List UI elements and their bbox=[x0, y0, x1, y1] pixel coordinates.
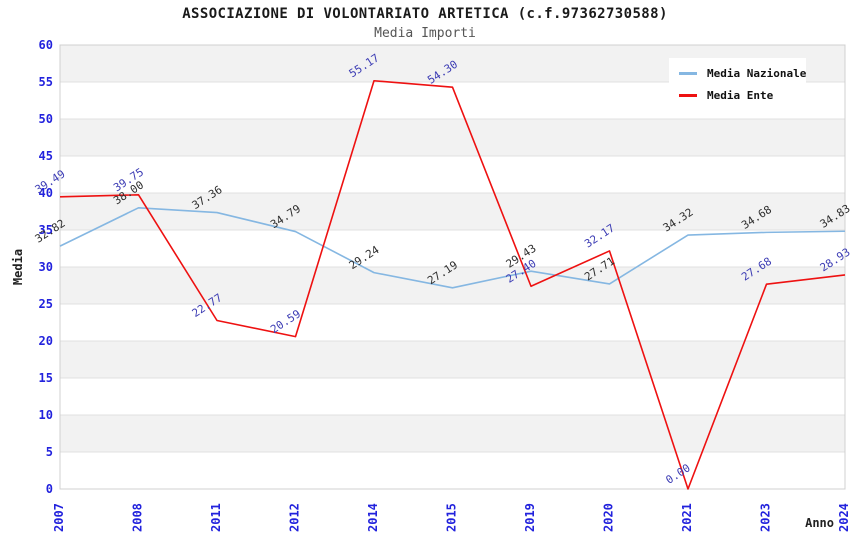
plot-border bbox=[59, 44, 846, 490]
y-tick-label: 35 bbox=[39, 223, 53, 237]
y-tick-label: 15 bbox=[39, 371, 53, 385]
y-tick-label: 45 bbox=[39, 149, 53, 163]
x-tick-label: 2015 bbox=[445, 503, 459, 532]
x-tick-label: 2014 bbox=[366, 503, 380, 532]
legend: Media Nazionale Media Ente bbox=[669, 58, 806, 111]
legend-item-media-ente: Media Ente bbox=[679, 89, 806, 102]
plot-band bbox=[60, 119, 845, 156]
x-axis-title: Anno bbox=[805, 516, 834, 530]
y-tick-label: 30 bbox=[39, 260, 53, 274]
series-line-media-ente bbox=[59, 79, 846, 490]
y-tick-label: 0 bbox=[46, 482, 53, 496]
x-tick-label: 2008 bbox=[131, 503, 145, 532]
y-tick-label: 20 bbox=[39, 334, 53, 348]
x-tick-label: 2023 bbox=[759, 503, 773, 532]
x-tick-label: 2024 bbox=[837, 503, 850, 532]
legend-item-media-nazionale: Media Nazionale bbox=[679, 67, 806, 80]
y-tick-label: 10 bbox=[39, 408, 53, 422]
y-axis-title: Media bbox=[11, 249, 25, 285]
x-tick-label: 2012 bbox=[288, 503, 302, 532]
y-tick-label: 25 bbox=[39, 297, 53, 311]
y-tick-label: 60 bbox=[39, 38, 53, 52]
legend-label-media-ente: Media Ente bbox=[707, 89, 774, 102]
x-tick-label: 2020 bbox=[602, 503, 616, 532]
media-ente-line-swatch bbox=[679, 94, 697, 97]
plot-band bbox=[60, 378, 845, 415]
plot-band bbox=[60, 304, 845, 341]
chart-subtitle: Media Importi bbox=[374, 26, 476, 41]
y-tick-label: 40 bbox=[39, 186, 53, 200]
series-line-media-nazionale bbox=[59, 207, 846, 289]
x-tick-label: 2007 bbox=[52, 503, 66, 532]
x-tick-label: 2011 bbox=[209, 503, 223, 532]
plot-band bbox=[60, 341, 845, 378]
plot-band bbox=[60, 267, 845, 304]
y-tick-label: 55 bbox=[39, 75, 53, 89]
plot-band bbox=[60, 156, 845, 193]
plot-band bbox=[60, 193, 845, 230]
y-tick-label: 5 bbox=[46, 445, 53, 459]
media-nazionale-line-swatch bbox=[679, 72, 697, 75]
chart-title: ASSOCIAZIONE DI VOLONTARIATO ARTETICA (c… bbox=[182, 6, 668, 22]
x-tick-label: 2019 bbox=[523, 503, 537, 532]
plot-band bbox=[60, 452, 845, 489]
plot-band bbox=[60, 415, 845, 452]
plot-band bbox=[60, 230, 845, 267]
y-tick-label: 50 bbox=[39, 112, 53, 126]
legend-label-media-nazionale: Media Nazionale bbox=[707, 67, 807, 80]
x-tick-label: 2021 bbox=[680, 503, 694, 532]
